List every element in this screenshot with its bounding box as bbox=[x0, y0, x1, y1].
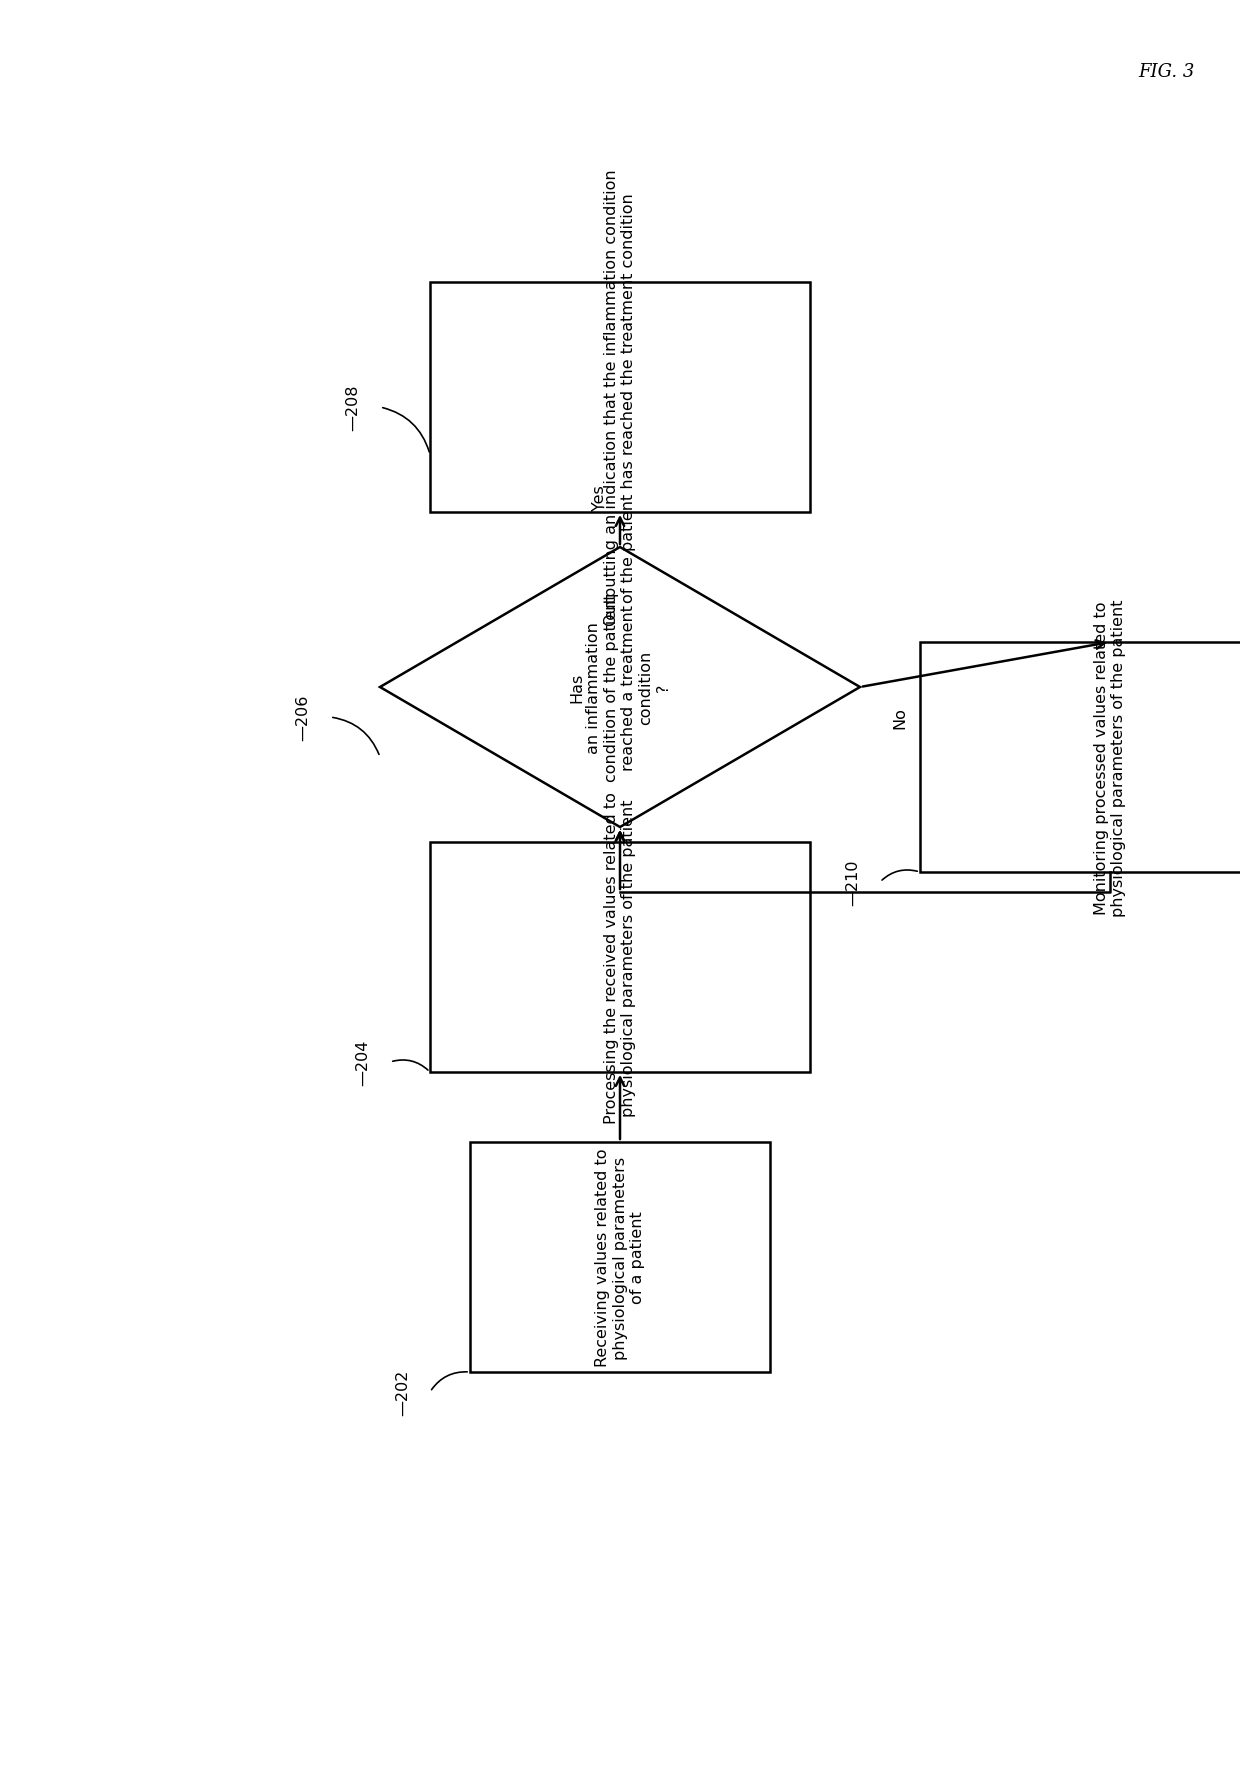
Text: —210: —210 bbox=[844, 859, 861, 905]
Text: Receiving values related to
physiological parameters
of a patient: Receiving values related to physiologica… bbox=[595, 1148, 645, 1367]
Text: Yes: Yes bbox=[593, 485, 608, 511]
Text: —206: —206 bbox=[295, 695, 310, 741]
Bar bbox=[470, 1142, 770, 1372]
Bar bbox=[430, 843, 810, 1073]
Text: Outputting an indication that the inflammation condition
of the patient has reac: Outputting an indication that the inflam… bbox=[604, 169, 636, 625]
Text: Monitoring processed values related to
physiological parameters of the patient: Monitoring processed values related to p… bbox=[1094, 599, 1126, 916]
Text: FIG. 3: FIG. 3 bbox=[1138, 62, 1195, 80]
Text: —204: —204 bbox=[355, 1039, 370, 1085]
Text: —208: —208 bbox=[345, 385, 360, 431]
Text: —202: —202 bbox=[396, 1369, 410, 1415]
Text: No: No bbox=[893, 707, 908, 729]
Polygon shape bbox=[379, 547, 861, 827]
Bar bbox=[920, 643, 1240, 873]
Text: Has
an inflammation
condition of the patient
reached a treatment
condition
?: Has an inflammation condition of the pat… bbox=[569, 593, 671, 782]
Bar bbox=[430, 283, 810, 513]
Text: Processing the received values related to
physiological parameters of the patien: Processing the received values related t… bbox=[604, 791, 636, 1123]
